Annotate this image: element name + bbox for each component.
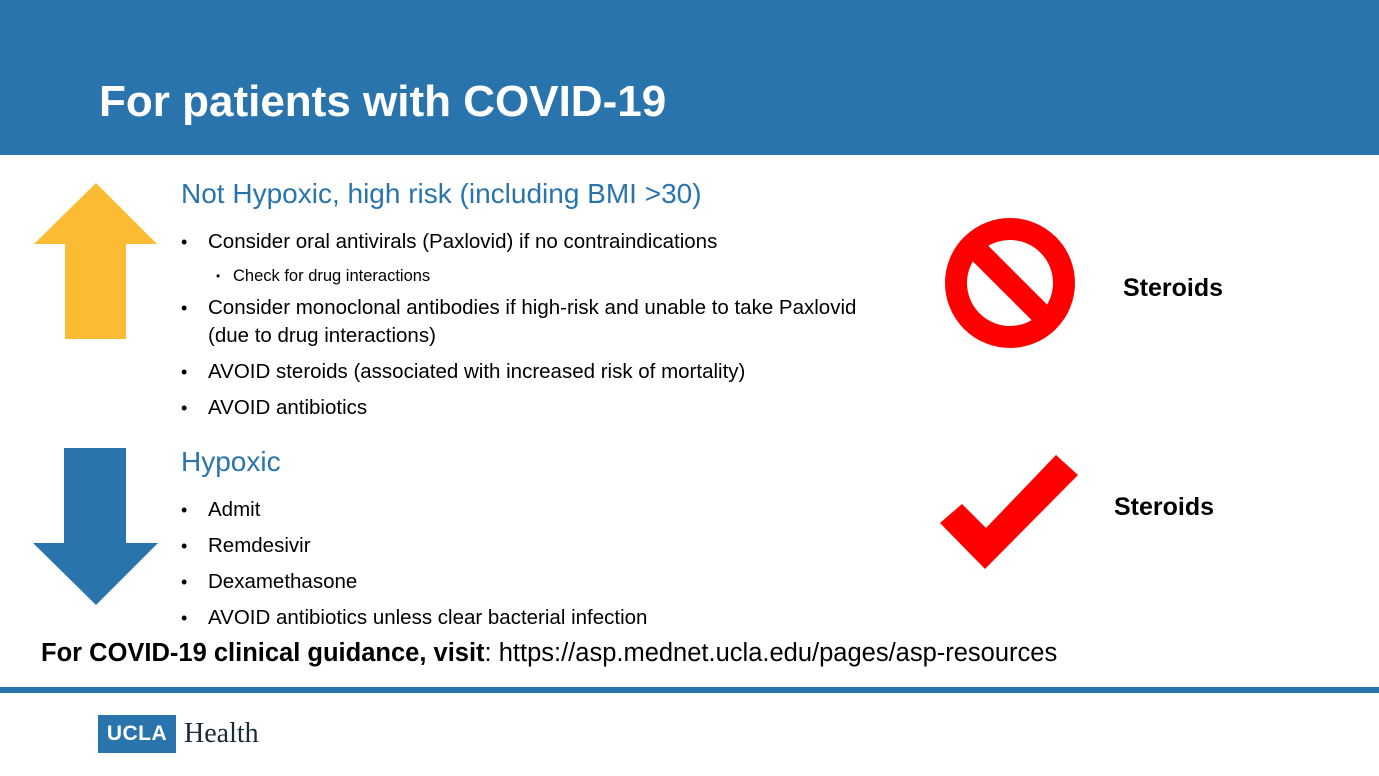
bullet-text: Check for drug interactions bbox=[233, 267, 431, 285]
slide-title: For patients with COVID-19 bbox=[99, 77, 667, 126]
list-item: • AVOID antibiotics unless clear bacteri… bbox=[181, 604, 871, 632]
list-item: • Dexamethasone bbox=[181, 568, 871, 596]
list-item: • Consider oral antivirals (Paxlovid) if… bbox=[181, 228, 871, 256]
guidance-line: For COVID-19 clinical guidance, visit: h… bbox=[41, 637, 1057, 669]
bullet-text: AVOID antibiotics bbox=[208, 396, 368, 419]
list-item: • AVOID antibiotics bbox=[181, 394, 871, 422]
bullet-dot: • bbox=[181, 572, 188, 592]
arrow-up-icon bbox=[34, 183, 157, 339]
bullet-dot: • bbox=[181, 298, 188, 318]
footer-divider bbox=[0, 687, 1379, 693]
section-heading-not-hypoxic: Not Hypoxic, high risk (including BMI >3… bbox=[181, 178, 702, 209]
bullet-text: Consider oral antivirals (Paxlovid) if n… bbox=[208, 230, 718, 253]
section-heading-hypoxic: Hypoxic bbox=[181, 446, 281, 477]
bullet-list-not-hypoxic: • Consider oral antivirals (Paxlovid) if… bbox=[181, 228, 871, 422]
list-item: • Remdesivir bbox=[181, 532, 871, 560]
list-item: • Consider monoclonal antibodies if high… bbox=[181, 294, 871, 350]
steroids-label-avoid: Steroids bbox=[1123, 274, 1224, 302]
bullet-dot: • bbox=[181, 398, 188, 418]
bullet-text: Dexamethasone bbox=[208, 570, 358, 593]
guidance-separator: : bbox=[484, 639, 499, 667]
list-item: • Check for drug interactions bbox=[216, 264, 871, 288]
guidance-label: For COVID-19 clinical guidance, visit bbox=[41, 639, 485, 667]
arrow-down-icon bbox=[33, 448, 158, 605]
bullet-text: Remdesivir bbox=[208, 534, 311, 557]
bullet-dot: • bbox=[181, 536, 188, 556]
list-item: • Admit bbox=[181, 496, 871, 524]
bullet-text: AVOID antibiotics unless clear bacterial… bbox=[208, 606, 648, 629]
bullet-dot: • bbox=[181, 500, 188, 520]
bullet-dot: • bbox=[181, 608, 188, 628]
bullet-dot: • bbox=[181, 232, 188, 252]
bullet-text: AVOID steroids (associated with increase… bbox=[208, 360, 746, 383]
guidance-url[interactable]: https://asp.mednet.ucla.edu/pages/asp-re… bbox=[498, 639, 1058, 667]
steroids-label-recommended: Steroids bbox=[1114, 493, 1215, 521]
title-bar: For patients with COVID-19 bbox=[0, 0, 1379, 155]
bullet-text: Admit bbox=[208, 498, 261, 521]
bullet-dot: • bbox=[181, 362, 188, 382]
bullet-list-hypoxic: • Admit • Remdesivir • Dexamethasone • A… bbox=[181, 496, 871, 632]
list-item: • AVOID steroids (associated with increa… bbox=[181, 358, 871, 386]
logo-wordmark: Health bbox=[184, 718, 259, 749]
bullet-text: Consider monoclonal antibodies if high-r… bbox=[208, 296, 857, 347]
prohibited-icon bbox=[945, 218, 1075, 348]
logo-box: UCLA bbox=[98, 715, 176, 753]
checkmark-icon bbox=[940, 455, 1078, 569]
bullet-dot: • bbox=[216, 269, 221, 283]
